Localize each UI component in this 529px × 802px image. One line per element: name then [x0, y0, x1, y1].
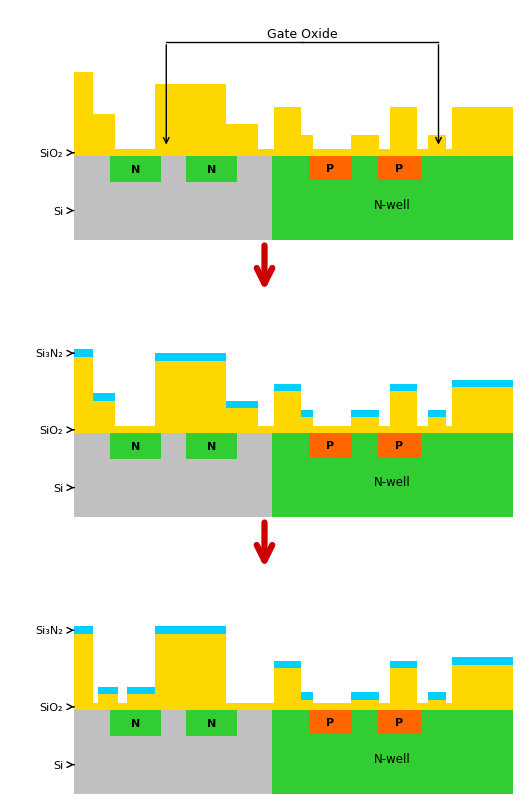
Bar: [74, 703, 513, 711]
Bar: [110, 711, 161, 736]
Bar: [156, 626, 225, 634]
Bar: [274, 384, 301, 392]
Bar: [427, 692, 446, 699]
Bar: [74, 634, 93, 711]
Text: P: P: [395, 440, 404, 451]
Bar: [93, 115, 115, 157]
Bar: [74, 358, 93, 434]
Bar: [98, 687, 118, 695]
Bar: [378, 157, 421, 180]
Bar: [378, 711, 421, 734]
Bar: [225, 409, 259, 434]
Bar: [309, 434, 352, 457]
Bar: [452, 380, 513, 388]
Bar: [351, 699, 379, 711]
Text: SiO₂: SiO₂: [40, 425, 63, 435]
Text: SiO₂: SiO₂: [40, 702, 63, 712]
Text: P: P: [395, 717, 404, 727]
Bar: [156, 362, 225, 434]
Bar: [452, 665, 513, 711]
Bar: [301, 692, 313, 699]
Bar: [301, 418, 313, 434]
Bar: [74, 434, 513, 517]
Bar: [93, 401, 115, 434]
Bar: [301, 699, 313, 711]
Bar: [110, 157, 161, 183]
Bar: [186, 157, 236, 183]
Text: P: P: [326, 164, 334, 174]
Bar: [74, 150, 513, 157]
Bar: [301, 410, 313, 418]
Bar: [127, 695, 156, 711]
Bar: [225, 401, 259, 409]
Bar: [452, 107, 513, 157]
Text: N: N: [207, 719, 216, 728]
Bar: [93, 394, 115, 401]
Bar: [427, 699, 446, 711]
Bar: [186, 711, 236, 736]
Text: P: P: [326, 440, 334, 451]
Bar: [427, 418, 446, 434]
Text: Si₃N₂: Si₃N₂: [35, 626, 63, 635]
Bar: [274, 392, 301, 434]
Bar: [427, 410, 446, 418]
Bar: [351, 418, 379, 434]
Bar: [225, 124, 259, 157]
Bar: [301, 136, 313, 157]
Bar: [186, 434, 236, 460]
Bar: [351, 692, 379, 699]
Bar: [74, 73, 93, 157]
Bar: [74, 157, 513, 241]
Text: N: N: [131, 719, 140, 728]
Bar: [272, 434, 513, 517]
Bar: [127, 687, 156, 695]
Bar: [110, 434, 161, 460]
Text: N-well: N-well: [374, 752, 411, 765]
Bar: [452, 657, 513, 665]
Text: Si₃N₂: Si₃N₂: [35, 349, 63, 358]
Bar: [74, 626, 93, 634]
Text: SiO₂: SiO₂: [40, 148, 63, 159]
Bar: [274, 661, 301, 669]
Text: N: N: [131, 165, 140, 175]
Text: N-well: N-well: [374, 476, 411, 488]
Bar: [272, 711, 513, 794]
Bar: [98, 695, 118, 711]
Bar: [351, 410, 379, 418]
Bar: [272, 157, 513, 241]
Bar: [390, 384, 417, 392]
Bar: [351, 136, 379, 157]
Bar: [74, 711, 513, 794]
Text: P: P: [395, 164, 404, 174]
Text: Si: Si: [53, 483, 63, 493]
Bar: [390, 669, 417, 711]
Bar: [156, 634, 225, 711]
Bar: [390, 661, 417, 669]
Bar: [74, 427, 513, 434]
Bar: [309, 711, 352, 734]
Text: Gate Oxide: Gate Oxide: [267, 28, 338, 41]
Bar: [309, 157, 352, 180]
Bar: [74, 350, 93, 358]
Bar: [156, 354, 225, 362]
Text: N: N: [207, 442, 216, 452]
Bar: [427, 136, 446, 157]
Text: N: N: [207, 165, 216, 175]
Text: N: N: [131, 442, 140, 452]
Bar: [274, 107, 301, 157]
Bar: [378, 434, 421, 457]
Text: Si: Si: [53, 759, 63, 770]
Bar: [390, 392, 417, 434]
Text: Si: Si: [53, 206, 63, 217]
Bar: [274, 669, 301, 711]
Bar: [390, 107, 417, 157]
Bar: [156, 85, 225, 157]
Text: N-well: N-well: [374, 199, 411, 212]
Text: P: P: [326, 717, 334, 727]
Bar: [452, 388, 513, 434]
